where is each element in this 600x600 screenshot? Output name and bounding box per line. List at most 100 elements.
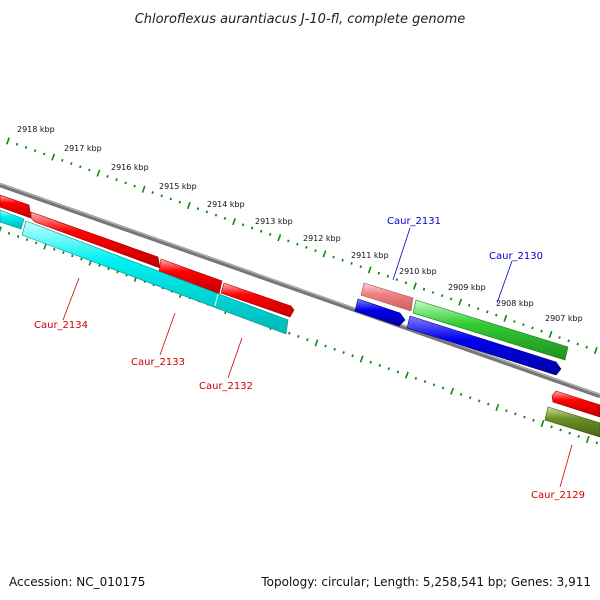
gene-caur-2132-body[interactable] [220, 282, 295, 318]
inner-ruler-minor-tick [52, 247, 56, 251]
accession-text: Accession: NC_010175 [9, 575, 145, 589]
outer-ruler-minor-tick [15, 142, 19, 146]
gene-blue-arrows[interactable] [354, 298, 562, 376]
inner-ruler-minor-tick [288, 331, 291, 335]
outer-ruler-minor-tick [585, 345, 588, 349]
inner-ruler-minor-tick [369, 360, 372, 364]
gene-caur-2131-body[interactable] [360, 282, 414, 312]
outer-ruler-major-tick [503, 314, 508, 322]
label-caur-2133[interactable]: Caur_2133 [131, 357, 185, 368]
outer-ruler-minor-tick [79, 165, 82, 169]
outer-ruler-minor-tick [133, 184, 136, 188]
inner-ruler-minor-tick [342, 351, 345, 354]
inner-ruler-minor-tick [595, 441, 599, 445]
inner-ruler-minor-tick [459, 393, 463, 396]
outer-ruler-minor-tick [576, 342, 579, 346]
label-caur-2130[interactable]: Caur_2130 [489, 251, 543, 262]
outer-ruler-minor-tick [431, 291, 435, 294]
inner-ruler-minor-tick [297, 335, 300, 338]
outer-ruler-minor-tick [106, 175, 109, 178]
outer-ruler-minor-tick [513, 320, 516, 323]
outer-ruler-minor-tick [422, 287, 426, 291]
label-caur-2134[interactable]: Caur_2134 [34, 320, 88, 331]
inner-ruler-minor-tick [396, 370, 400, 374]
outer-ruler-major-tick [458, 298, 463, 306]
inner-ruler-minor-tick [324, 344, 327, 348]
inner-ruler-minor-tick [25, 238, 29, 242]
inner-ruler-minor-tick [62, 251, 65, 254]
outer-ruler-minor-tick [33, 149, 37, 153]
inner-ruler-minor-tick [414, 376, 418, 380]
tick-label-2913: 2913 kbp [255, 217, 293, 226]
gene-caur-2129-arrow[interactable] [544, 406, 600, 438]
outer-ruler-minor-tick [124, 181, 127, 185]
outer-ruler-minor-tick [567, 339, 570, 343]
outer-ruler-minor-tick [151, 191, 154, 194]
label-caur-2132[interactable]: Caur_2132 [199, 381, 253, 392]
inner-ruler-minor-tick [71, 254, 74, 258]
tick-label-2918: 2918 kbp [17, 125, 55, 134]
inner-ruler-major-tick [495, 403, 500, 411]
inner-ruler-minor-tick [306, 338, 309, 342]
outer-ruler-major-tick [186, 201, 191, 210]
inner-ruler-minor-tick [378, 364, 382, 367]
outer-ruler-minor-tick [115, 178, 118, 182]
inner-ruler-minor-tick [550, 425, 553, 429]
outer-ruler-major-tick [96, 169, 101, 177]
outer-ruler-minor-tick [449, 297, 453, 301]
tick-label-2907: 2907 kbp [545, 314, 583, 323]
gene-caur-2129-body[interactable] [544, 406, 600, 438]
inner-ruler-major-tick [314, 339, 319, 347]
gene-caur-2132-arrow[interactable] [220, 282, 295, 318]
inner-ruler-minor-tick [351, 354, 354, 358]
tick-label-2909: 2909 kbp [448, 283, 486, 292]
gene-caur-2130-body[interactable] [412, 299, 569, 361]
outer-ruler-minor-tick [88, 168, 91, 172]
gene-caur-2134-body[interactable] [21, 220, 289, 335]
outer-ruler-major-tick [277, 234, 282, 242]
inner-ruler-major-tick [450, 387, 455, 395]
outer-ruler-major-tick [51, 153, 56, 161]
inner-ruler-minor-tick [477, 399, 481, 403]
inner-ruler-minor-tick [16, 235, 20, 238]
gene-caur-2130-arrow[interactable] [412, 299, 569, 361]
outer-ruler-minor-tick [495, 313, 498, 317]
outer-ruler-minor-tick [296, 242, 299, 246]
outer-ruler-minor-tick [305, 245, 308, 249]
outer-ruler-minor-tick [350, 262, 353, 265]
outer-ruler-minor-tick [24, 146, 28, 149]
gene-caur-2133-arrows[interactable] [0, 194, 223, 295]
outer-ruler-minor-tick [395, 278, 399, 282]
outer-ruler-major-tick [593, 346, 598, 355]
outer-ruler-major-tick [413, 282, 417, 290]
gene-caur-2135-fragment[interactable] [0, 194, 32, 219]
outer-ruler-minor-tick [558, 336, 561, 340]
gene-caur-2131-arrow[interactable] [360, 282, 414, 312]
inner-ruler-minor-tick [468, 396, 472, 400]
gene-caur-2134-fragment[interactable] [0, 209, 25, 230]
inner-ruler-minor-tick [34, 241, 38, 245]
inner-ruler-major-tick [359, 355, 364, 363]
outer-ruler-minor-tick [359, 265, 362, 269]
genome-backbone-highlight [0, 183, 600, 396]
gene-caur-2134-arrow[interactable] [0, 209, 289, 335]
topology-text: Topology: circular; Length: 5,258,541 bp… [260, 575, 591, 589]
gene-far-right-red[interactable] [551, 390, 600, 418]
inner-ruler-minor-tick [98, 264, 101, 267]
inner-ruler-minor-tick [423, 380, 427, 383]
gene-far-right-red-body[interactable] [551, 390, 600, 418]
inner-ruler-minor-tick [441, 386, 445, 390]
gene-blue-large-arrow[interactable] [406, 315, 562, 376]
gene-blue-small-arrow[interactable] [354, 298, 406, 327]
label-caur-2129[interactable]: Caur_2129 [531, 490, 585, 501]
tick-label-2914: 2914 kbp [207, 200, 245, 209]
label-caur-2131[interactable]: Caur_2131 [387, 216, 441, 227]
outer-ruler-minor-tick [522, 323, 525, 327]
inner-ruler-minor-tick [7, 231, 11, 235]
inner-ruler-minor-tick [505, 409, 508, 413]
outer-ruler-major-tick [548, 330, 553, 338]
leader-caur-2131 [392, 227, 411, 281]
inner-ruler-minor-tick [523, 415, 526, 419]
outer-ruler-minor-tick [341, 258, 344, 262]
